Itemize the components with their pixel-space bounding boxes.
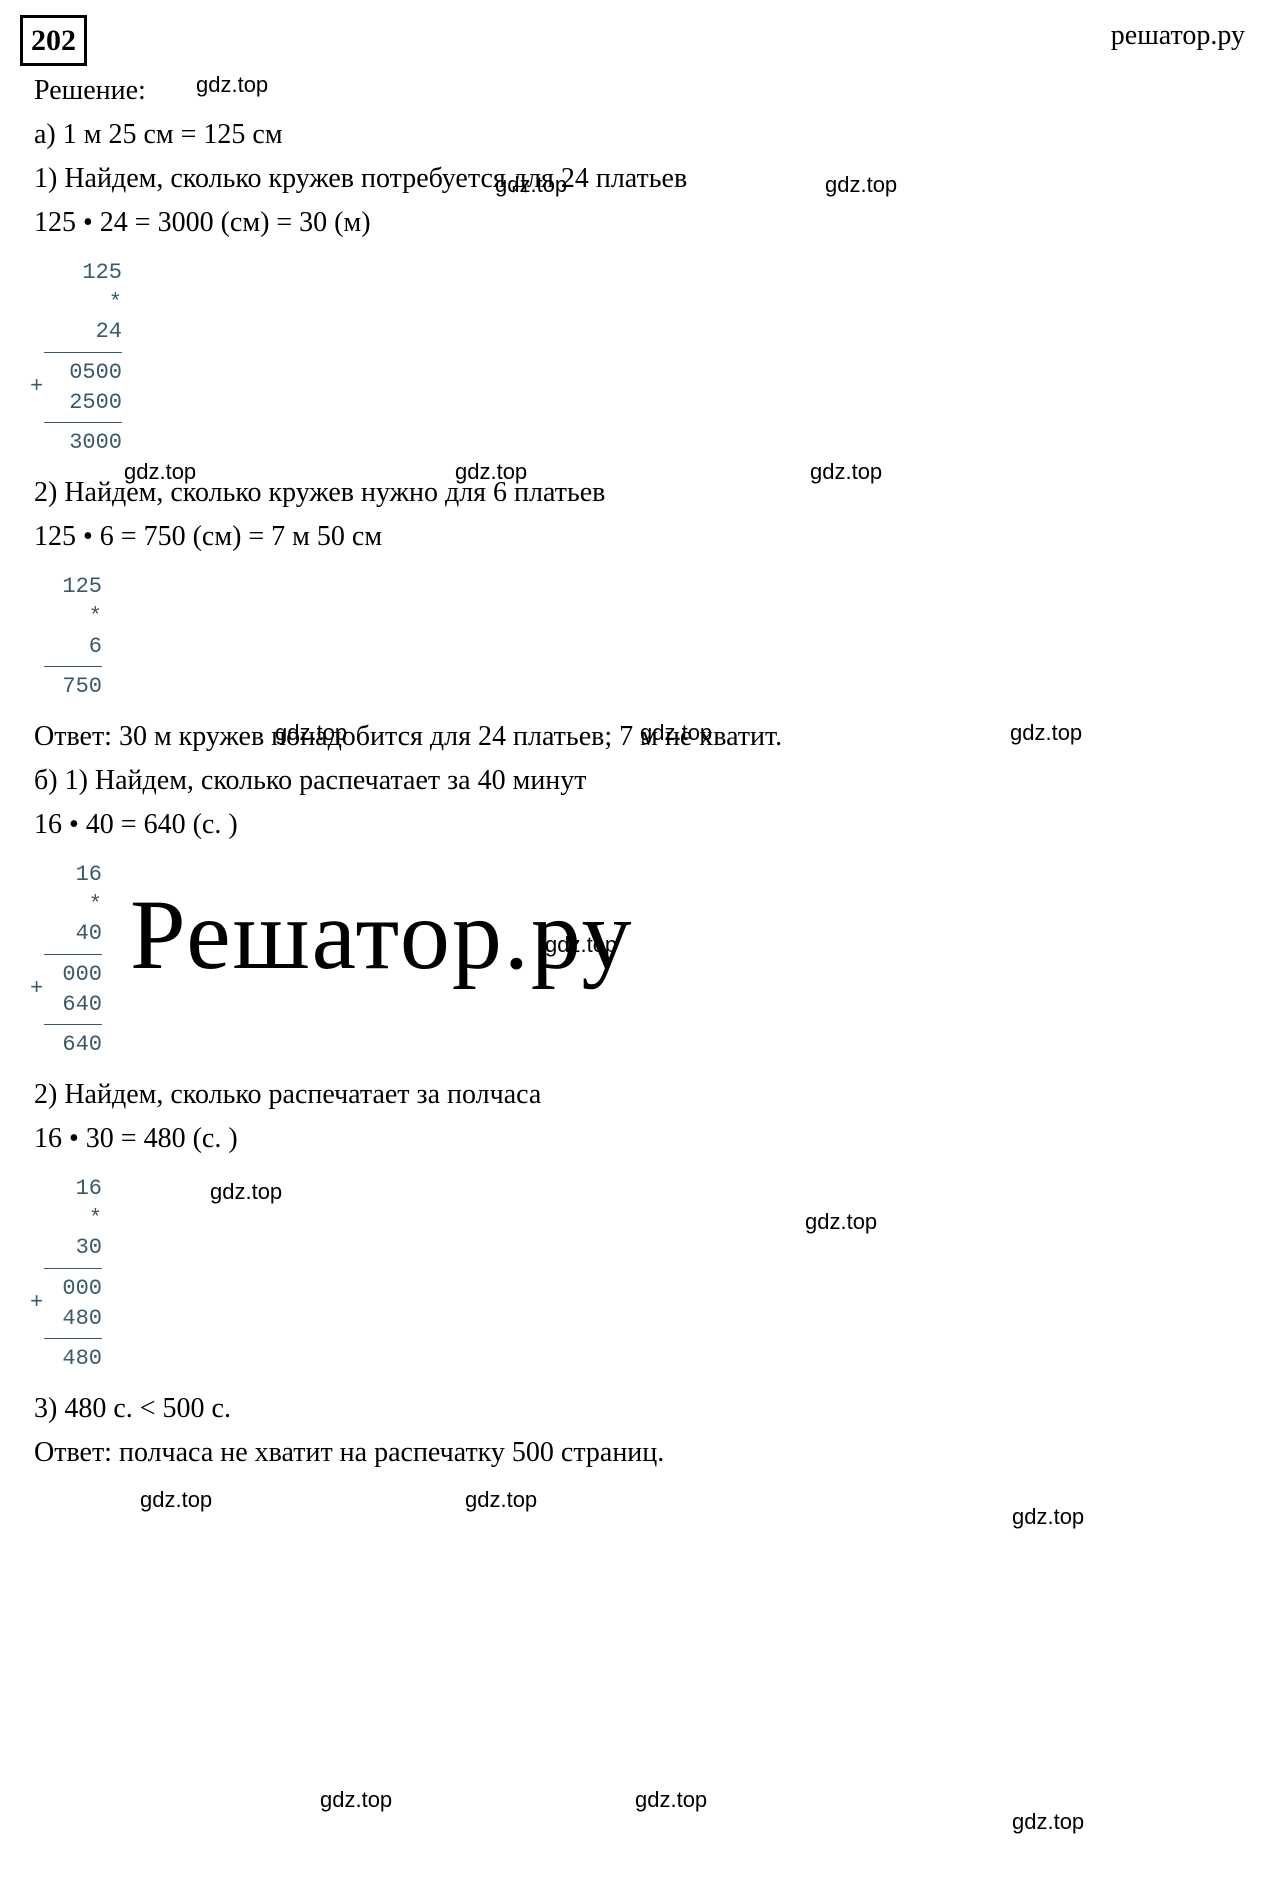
b-step3: 3) 480 с. < 500 с. (34, 1388, 1245, 1430)
a-step2: 2) Найдем, сколько кружев нужно для 6 пл… (34, 472, 1245, 514)
calc-rule (44, 666, 102, 667)
calc-rule (44, 1338, 102, 1339)
calc-16x30: 16 * 30 000 480 480 (44, 1174, 1245, 1374)
calc-partial: 000 640 (44, 960, 1245, 1019)
b-step1: б) 1) Найдем, сколько распечатает за 40 … (34, 760, 1245, 802)
calc-125x24: 125 * 24 0500 2500 3000 (44, 258, 1245, 458)
b-equation1: 16 • 40 = 640 (с. ) (34, 804, 1245, 846)
calc-row: 640 (44, 1030, 104, 1060)
calc-row: * (44, 1204, 104, 1234)
a-answer: Ответ: 30 м кружев понадобится для 24 пл… (34, 716, 1245, 758)
calc-partial: 000 480 (44, 1274, 1245, 1333)
calc-row: 40 (44, 919, 104, 949)
calc-row: 640 (44, 990, 104, 1020)
calc-row: 000 (44, 1274, 104, 1304)
calc-row: * (44, 288, 124, 318)
solution-label: Решение: (34, 70, 1245, 112)
watermark-text: gdz.top (140, 1483, 212, 1516)
a-conversion: а) 1 м 25 см = 125 см (34, 114, 1245, 156)
calc-125x6: 125 * 6 750 (44, 572, 1245, 702)
calc-partial: 0500 2500 (44, 358, 1245, 417)
watermark-text: gdz.top (1012, 1500, 1084, 1533)
watermark-text: gdz.top (465, 1483, 537, 1516)
calc-row: 125 (44, 258, 124, 288)
calc-row: 480 (44, 1344, 104, 1374)
a-equation1: 125 • 24 = 3000 (см) = 30 (м) (34, 202, 1245, 244)
calc-row: 24 (44, 317, 124, 347)
b-answer: Ответ: полчаса не хватит на распечатку 5… (34, 1432, 1245, 1474)
calc-row: 0500 (44, 358, 124, 388)
b-equation2: 16 • 30 = 480 (с. ) (34, 1118, 1245, 1160)
problem-number: 202 (20, 15, 87, 66)
watermark-text: gdz.top (320, 1783, 392, 1816)
calc-rule (44, 422, 122, 423)
a-equation2: 125 • 6 = 750 (см) = 7 м 50 см (34, 516, 1245, 558)
calc-rule (44, 954, 102, 955)
source-label: решатор.ру (1111, 15, 1245, 57)
calc-row: 16 (44, 860, 104, 890)
calc-16x40: 16 * 40 000 640 640 (44, 860, 1245, 1060)
watermark-text: gdz.top (1012, 1805, 1084, 1838)
calc-row: 16 (44, 1174, 104, 1204)
calc-row: 000 (44, 960, 104, 990)
watermark-text: gdz.top (635, 1783, 707, 1816)
calc-row: 750 (44, 672, 104, 702)
calc-row: 3000 (44, 428, 124, 458)
calc-row: * (44, 890, 104, 920)
calc-row: 480 (44, 1304, 104, 1334)
calc-row: * (44, 602, 104, 632)
calc-row: 2500 (44, 388, 124, 418)
calc-row: 125 (44, 572, 104, 602)
calc-row: 6 (44, 632, 104, 662)
b-step2: 2) Найдем, сколько распечатает за полчас… (34, 1074, 1245, 1116)
header: 202 решатор.ру (20, 15, 1245, 66)
calc-rule (44, 1268, 102, 1269)
calc-row: 30 (44, 1233, 104, 1263)
a-step1: 1) Найдем, сколько кружев потребуется дл… (34, 158, 1245, 200)
calc-rule (44, 352, 122, 353)
calc-rule (44, 1024, 102, 1025)
